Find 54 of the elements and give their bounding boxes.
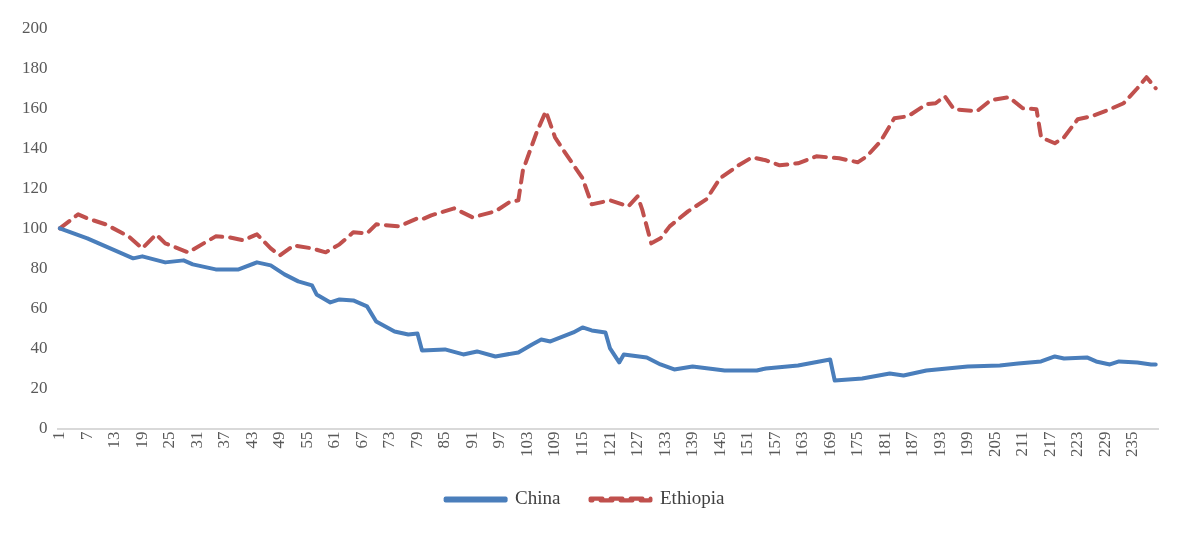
y-tick-label: 100 <box>22 217 48 237</box>
x-tick-label: 73 <box>379 431 399 449</box>
x-tick-label: 103 <box>516 431 536 457</box>
x-tick-label: 79 <box>406 431 426 449</box>
x-tick-label: 37 <box>214 431 234 449</box>
x-tick-label: 127 <box>627 431 647 457</box>
y-tick-label: 60 <box>30 297 48 317</box>
x-tick-label: 187 <box>902 431 922 457</box>
x-tick-label: 25 <box>159 431 179 449</box>
x-tick-label: 193 <box>929 431 949 457</box>
x-tick-label: 199 <box>957 431 977 457</box>
x-tick-label: 133 <box>654 431 674 457</box>
x-tick-label: 43 <box>241 431 261 449</box>
x-tick-label: 97 <box>489 431 509 449</box>
x-tick-label: 235 <box>1122 431 1142 457</box>
x-tick-label: 205 <box>984 431 1004 457</box>
x-tick-label: 217 <box>1039 431 1059 457</box>
x-tick-label: 1 <box>49 431 69 440</box>
x-tick-label: 55 <box>296 431 316 449</box>
y-tick-label: 160 <box>22 97 48 117</box>
y-tick-label: 80 <box>30 257 48 277</box>
x-tick-label: 109 <box>544 431 564 457</box>
x-tick-label: 223 <box>1067 431 1087 457</box>
line-series <box>57 75 1158 258</box>
y-tick-label: 40 <box>30 337 48 357</box>
y-tick-label: 180 <box>22 57 48 77</box>
x-tick-label: 169 <box>819 431 839 457</box>
x-tick-label: 13 <box>104 431 124 449</box>
x-tick-label: 91 <box>461 431 481 449</box>
x-tick-label: 163 <box>792 431 812 457</box>
y-tick-label: 20 <box>30 377 48 397</box>
y-tick-label: 120 <box>22 177 48 197</box>
x-tick-label: 211 <box>1012 431 1032 457</box>
x-tick-label: 229 <box>1094 431 1114 457</box>
x-tick-label: 19 <box>131 431 151 449</box>
y-tick-label: 140 <box>22 137 48 157</box>
x-tick-label: 7 <box>76 431 96 440</box>
x-tick-label: 151 <box>737 431 757 457</box>
x-tick-label: 181 <box>874 431 894 457</box>
y-tick-label: 200 <box>22 17 48 37</box>
y-tick-label: 0 <box>39 417 48 437</box>
x-tick-label: 157 <box>764 431 784 457</box>
x-tick-label: 139 <box>682 431 702 457</box>
x-tick-label: 85 <box>434 431 454 449</box>
legend-label: China <box>515 487 562 509</box>
legend-label: Ethiopia <box>660 487 725 509</box>
x-tick-label: 115 <box>572 431 591 457</box>
x-tick-label: 49 <box>269 431 289 449</box>
x-tick-label: 61 <box>324 431 344 449</box>
x-tick-label: 31 <box>186 431 206 449</box>
x-tick-label: 175 <box>847 431 867 457</box>
x-tick-label: 67 <box>351 431 371 449</box>
x-tick-label: 121 <box>599 431 619 457</box>
x-tick-label: 145 <box>709 431 729 457</box>
